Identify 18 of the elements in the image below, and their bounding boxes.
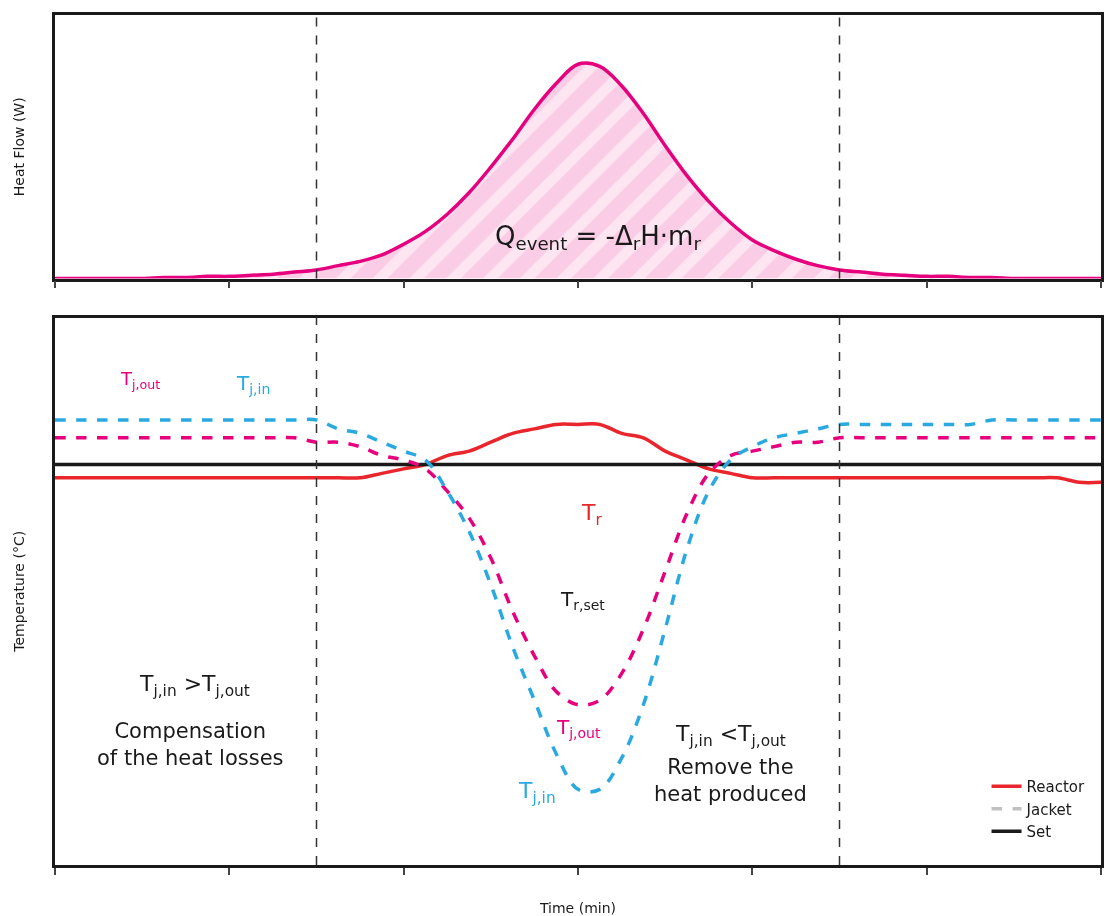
annotation: T$_{j,in}$ <T$_{j,out}$: [675, 721, 786, 750]
annotation: T$_{r,set}$: [560, 587, 606, 614]
annotation: Remove the heat produced: [654, 755, 807, 807]
annotation: T$_{r}$: [581, 500, 603, 529]
text: T$_{j,in}$: [237, 371, 271, 398]
text: T$_{j,out}$: [120, 368, 161, 392]
legend-label: Jacket: [1025, 800, 1072, 819]
annotation: T$_{j,out}$: [556, 715, 601, 742]
annotation: Compensation of the heat losses: [97, 719, 284, 771]
legend-label: Reactor: [1026, 778, 1086, 797]
annotation: T$_{j,in}$: [140, 671, 177, 700]
annotation: T$_{j,in}$: [518, 778, 556, 807]
text: >T$_{j,out}$: [183, 671, 250, 700]
legend-label: Set: [1026, 823, 1052, 842]
x-axis-title: Time (min): [538, 900, 617, 916]
annotation: Q$_{event}$ = -Δ$_{r}$H·m$_{r}$: [495, 221, 702, 255]
y-axis-title: Temperature (°C): [10, 530, 27, 653]
y-axis-title: Heat Flow (W): [10, 97, 27, 197]
